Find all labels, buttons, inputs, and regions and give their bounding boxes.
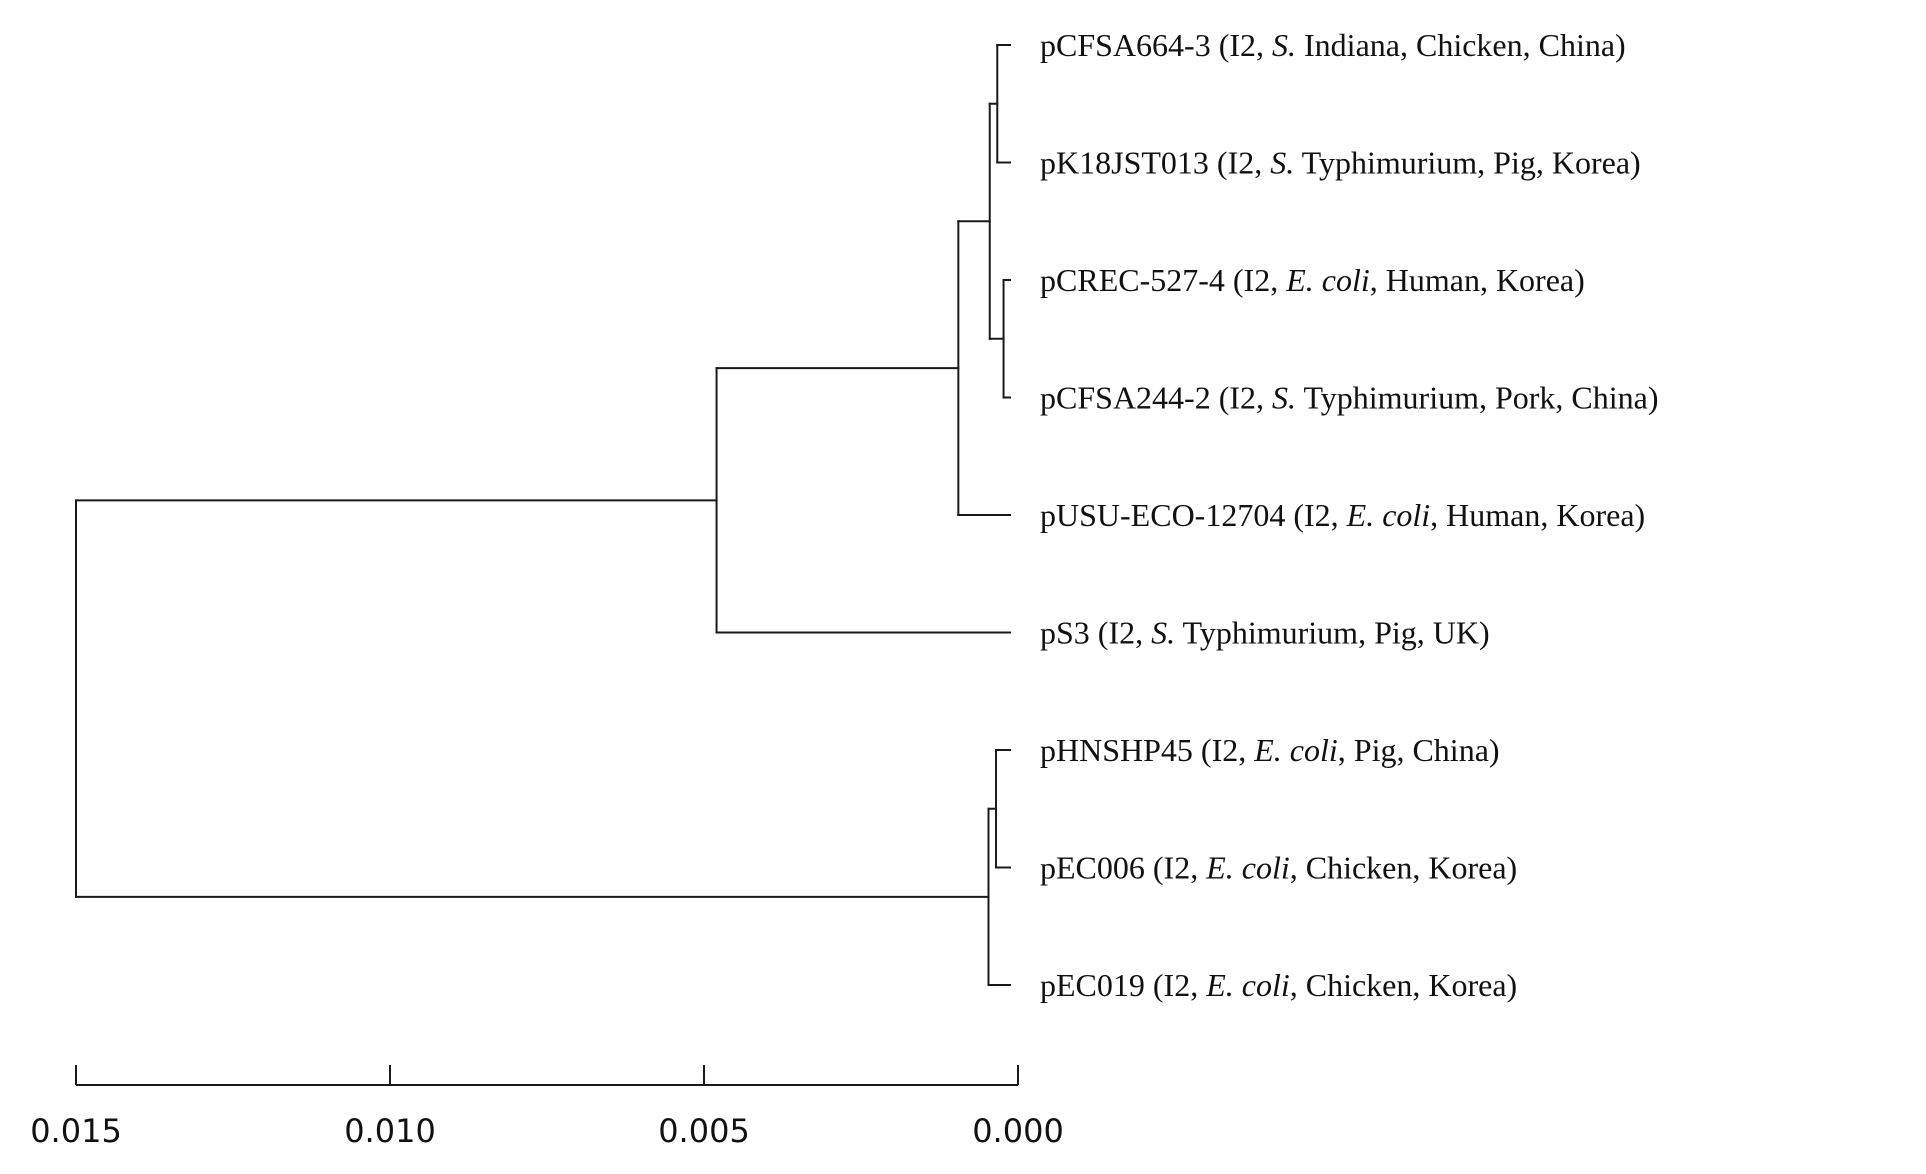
leaf-label-ps3: pS3 (I2, S. Typhimurium, Pig, UK): [1040, 615, 1490, 651]
leaf-labels: pCFSA664-3 (I2, S. Indiana, Chicken, Chi…: [1040, 27, 1659, 1003]
leaf-label-phnshp45: pHNSHP45 (I2, E. coli, Pig, China): [1040, 732, 1500, 768]
leaf-label-pk18jst013: pK18JST013 (I2, S. Typhimurium, Pig, Kor…: [1040, 145, 1641, 181]
leaf-label-pusu-eco-12704: pUSU-ECO-12704 (I2, E. coli, Human, Kore…: [1040, 497, 1645, 533]
axis-tick-label: 0.000: [972, 1112, 1064, 1150]
leaf-label-pcrec-527-4: pCREC-527-4 (I2, E. coli, Human, Korea): [1040, 262, 1585, 298]
axis-tick-label: 0.005: [658, 1112, 750, 1150]
leaf-label-pcfsa244-2: pCFSA244-2 (I2, S. Typhimurium, Pork, Ch…: [1040, 380, 1659, 416]
tree-branches: [75, 44, 1011, 986]
leaf-label-pcfsa664-3: pCFSA664-3 (I2, S. Indiana, Chicken, Chi…: [1040, 27, 1626, 63]
distance-scale-axis: 0.015 0.010 0.005 0.000: [30, 1065, 1064, 1150]
leaf-label-pec019: pEC019 (I2, E. coli, Chicken, Korea): [1040, 967, 1517, 1003]
axis-tick-label: 0.010: [344, 1112, 436, 1150]
axis-tick-label: 0.015: [30, 1112, 122, 1150]
leaf-label-pec006: pEC006 (I2, E. coli, Chicken, Korea): [1040, 850, 1517, 886]
